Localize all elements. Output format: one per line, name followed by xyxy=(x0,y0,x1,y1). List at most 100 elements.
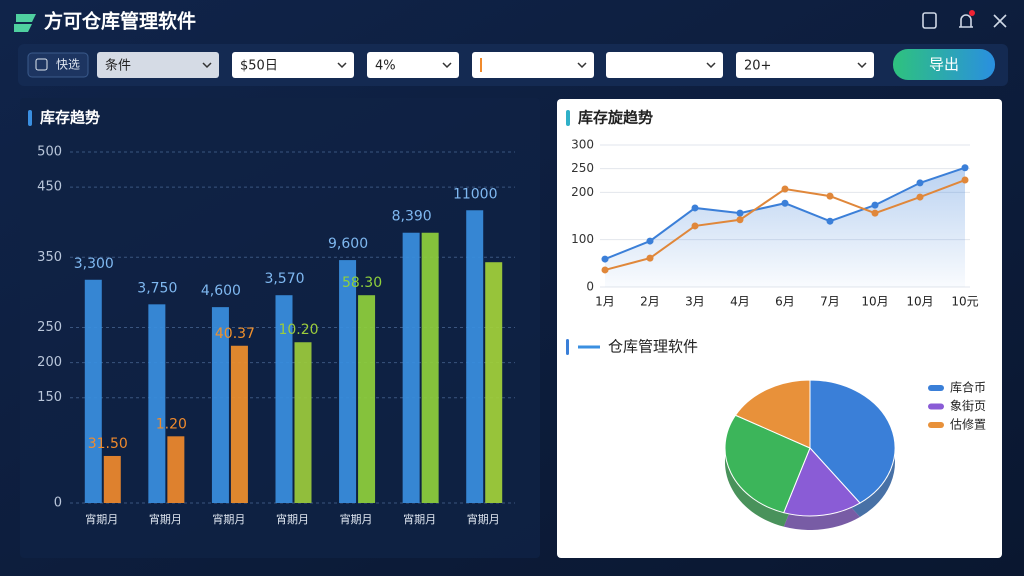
point xyxy=(781,199,789,207)
x-tick-label: 宵期月 xyxy=(340,512,373,526)
panel-title: 库存趋势 xyxy=(40,109,100,127)
dropdown[interactable] xyxy=(606,52,723,78)
y-tick-label: 500 xyxy=(37,145,62,160)
x-tick-label: 宵期月 xyxy=(85,512,118,526)
legend-swatch xyxy=(928,422,944,428)
dropdown-arrow xyxy=(337,62,347,69)
bar xyxy=(402,232,420,504)
point xyxy=(781,185,789,193)
bar xyxy=(148,304,166,503)
bar xyxy=(339,260,357,503)
x-tick-label: 3月 xyxy=(685,295,705,309)
x-tick-label: 宵期月 xyxy=(212,512,245,526)
x-tick-label: 10月 xyxy=(906,295,933,309)
bar-annotation: 11000 xyxy=(453,186,498,202)
bar-annotation: 3,570 xyxy=(264,271,304,287)
bar xyxy=(230,345,248,503)
dropdown[interactable] xyxy=(97,52,219,78)
x-tick-label: 2月 xyxy=(640,295,660,309)
y-tick-label: 300 xyxy=(571,138,594,152)
logo xyxy=(14,14,36,32)
dropdown-value: 条件 xyxy=(105,58,131,74)
x-tick-label: 10元 xyxy=(951,295,978,309)
export-label: 导出 xyxy=(929,56,959,74)
x-tick-label: 宵期月 xyxy=(276,512,309,526)
panel-title: 库存旋趋势 xyxy=(578,109,653,127)
title-accent xyxy=(566,339,569,355)
point xyxy=(691,222,699,230)
legend-label: 库合币 xyxy=(950,380,986,395)
point xyxy=(691,204,699,212)
point xyxy=(916,193,924,201)
app-title: 方可仓库管理软件 xyxy=(44,10,196,33)
pie-slice xyxy=(783,447,861,517)
y-tick-label: 250 xyxy=(571,161,594,175)
point xyxy=(961,164,969,172)
window-icons[interactable] xyxy=(922,10,1007,29)
y-tick-label: 200 xyxy=(37,355,62,370)
title-accent xyxy=(566,110,570,126)
dropdown-arrow xyxy=(706,62,716,69)
bar-annotation: 9,600 xyxy=(328,236,368,252)
legend-label: 估修置 xyxy=(950,417,986,432)
bar xyxy=(294,342,312,503)
pie-slice xyxy=(809,379,896,504)
point xyxy=(646,254,654,262)
y-tick-label: 250 xyxy=(37,320,62,335)
x-tick-label: 4月 xyxy=(730,295,750,309)
point xyxy=(871,209,879,217)
x-tick-label: 10月 xyxy=(861,295,888,309)
point xyxy=(871,201,879,209)
point xyxy=(601,255,609,263)
dropdown[interactable] xyxy=(232,52,354,78)
x-tick-label: 宵期月 xyxy=(467,512,500,526)
y-tick-label: 350 xyxy=(37,250,62,265)
dropdown[interactable] xyxy=(736,52,874,78)
bar xyxy=(421,232,439,504)
legend-label: 象街页 xyxy=(950,399,986,413)
bar-annotation: 3,300 xyxy=(74,256,114,272)
dropdown-arrow xyxy=(442,62,452,69)
x-tick-label: 6月 xyxy=(775,295,795,309)
dropdown[interactable] xyxy=(472,52,594,78)
point xyxy=(961,176,969,184)
x-tick-label: 宵期月 xyxy=(149,512,182,526)
dropdown-value: 20+ xyxy=(744,59,771,74)
y-tick-label: 450 xyxy=(37,180,62,195)
dropdown-value: 4% xyxy=(375,59,396,74)
pie-slice xyxy=(734,379,811,449)
bar xyxy=(84,279,102,503)
bar xyxy=(167,436,185,503)
bar-annotation: 10.20 xyxy=(278,322,318,338)
dropdown[interactable] xyxy=(367,52,459,78)
panel-title: 仓库管理软件 xyxy=(608,338,698,356)
bar-annotation: 1.20 xyxy=(156,416,187,432)
bar-annotation: 3,750 xyxy=(137,280,177,296)
y-tick-label: 100 xyxy=(571,232,594,246)
area xyxy=(605,167,965,287)
bar xyxy=(466,210,484,504)
dropdown-cursor xyxy=(480,58,482,72)
legend-swatch xyxy=(928,385,944,391)
point xyxy=(601,266,609,274)
bar-annotation: 31.50 xyxy=(88,436,128,452)
dropdown-arrow xyxy=(857,62,867,69)
dropdown-arrow xyxy=(577,62,587,69)
export-button[interactable] xyxy=(893,49,995,80)
x-tick-label: 1月 xyxy=(595,295,615,309)
title-accent xyxy=(28,110,32,126)
bar xyxy=(485,262,503,503)
bar xyxy=(103,455,121,503)
bar-annotation: 4,600 xyxy=(201,283,241,299)
y-tick-label: 0 xyxy=(586,280,594,294)
point xyxy=(736,209,744,217)
bar xyxy=(211,307,229,503)
quick-button[interactable] xyxy=(27,52,89,78)
pie-slice xyxy=(724,414,811,514)
legend-swatch xyxy=(928,403,944,410)
point xyxy=(916,179,924,187)
point xyxy=(736,216,744,224)
dropdown-arrow xyxy=(202,62,212,69)
